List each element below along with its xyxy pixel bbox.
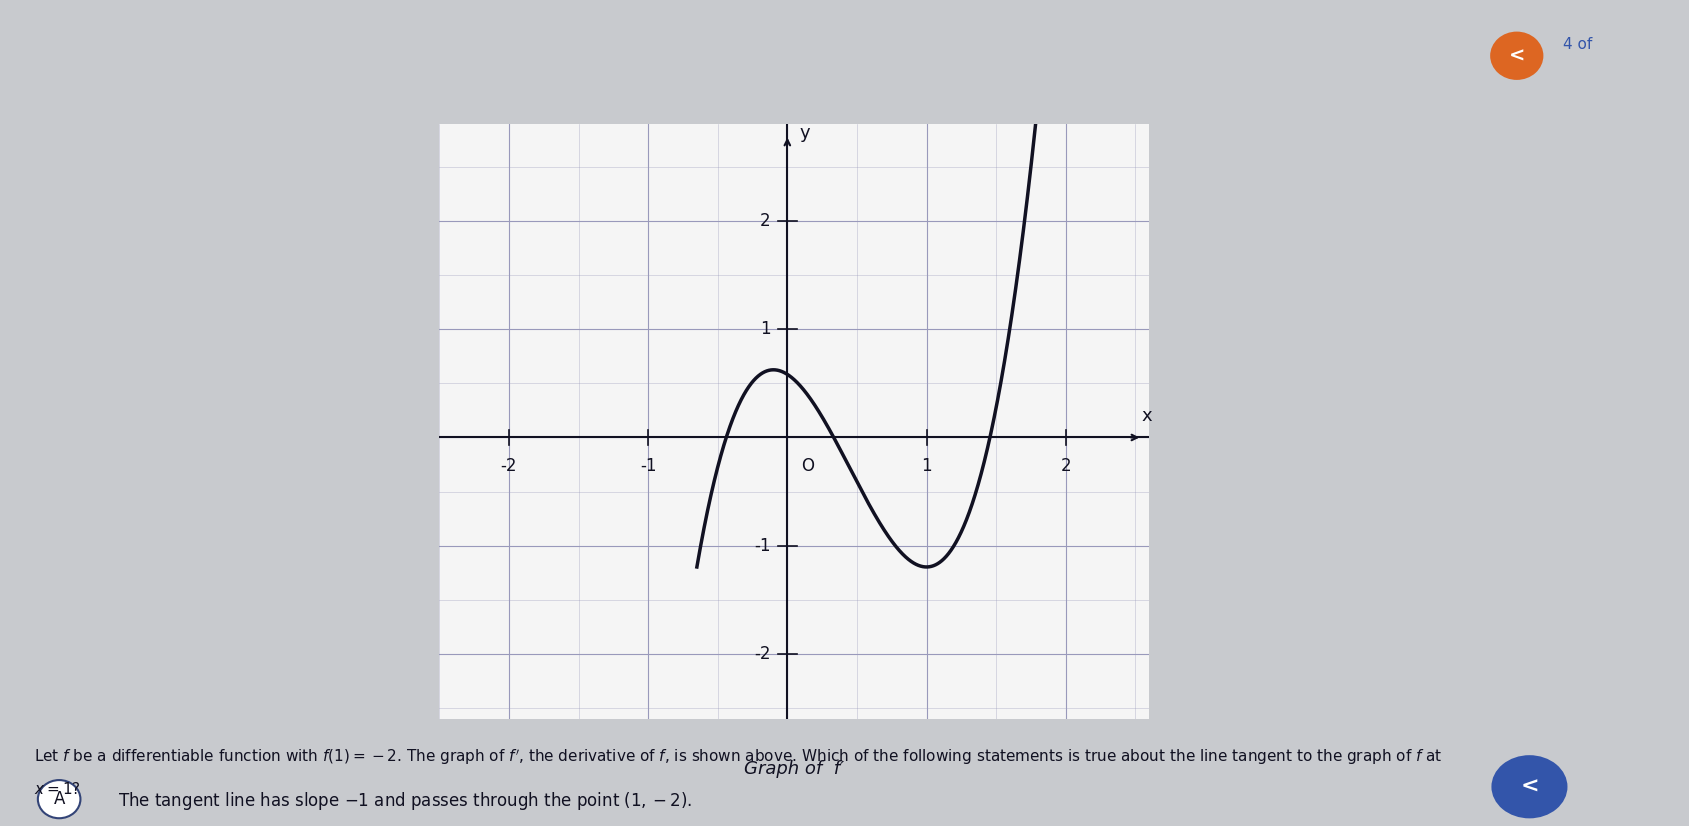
Text: 2: 2: [1059, 457, 1071, 475]
Text: -1: -1: [640, 457, 655, 475]
Text: <: <: [1518, 776, 1539, 797]
Circle shape: [37, 780, 81, 819]
Circle shape: [1490, 31, 1542, 80]
Text: A: A: [54, 790, 64, 808]
Text: -2: -2: [753, 645, 770, 662]
Text: 1: 1: [921, 457, 931, 475]
Text: x: x: [1140, 406, 1150, 425]
Circle shape: [1491, 755, 1567, 819]
Text: y: y: [799, 124, 811, 141]
Text: $x = 1$?: $x = 1$?: [34, 781, 81, 796]
Text: 4 of: 4 of: [1562, 37, 1591, 52]
Text: 2: 2: [760, 212, 770, 230]
Text: Graph of  f′: Graph of f′: [743, 760, 844, 778]
Text: Let $f$ be a differentiable function with $f(1) = -2$. The graph of $f'$, the de: Let $f$ be a differentiable function wit…: [34, 748, 1441, 767]
Text: -1: -1: [753, 537, 770, 554]
Text: -2: -2: [500, 457, 517, 475]
Text: <: <: [1508, 46, 1523, 65]
Text: The tangent line has slope $-1$ and passes through the point $(1, -2)$.: The tangent line has slope $-1$ and pass…: [118, 790, 692, 812]
Text: 1: 1: [760, 320, 770, 339]
Text: O: O: [801, 457, 814, 475]
